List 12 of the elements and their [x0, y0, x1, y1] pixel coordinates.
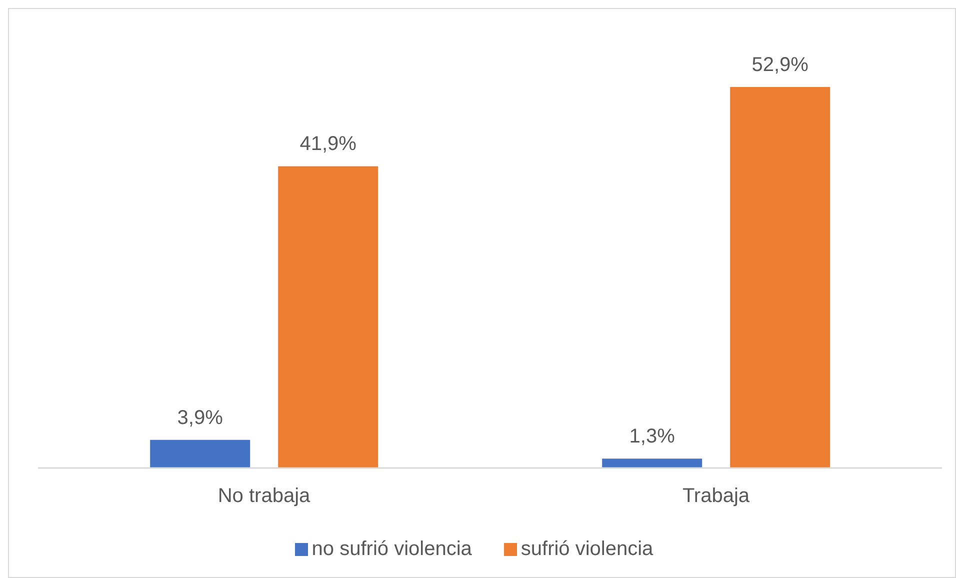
bar: [278, 166, 378, 468]
data-label: 3,9%: [177, 406, 224, 429]
x-tick-label: No trabaja: [218, 485, 312, 508]
legend-label: sufrió violencia: [520, 538, 654, 560]
legend-label: no sufrió violencia: [312, 538, 472, 560]
data-label: 41,9%: [300, 133, 357, 156]
x-tick-label: Trabaja: [682, 485, 750, 508]
bar: [602, 458, 702, 468]
bar: [730, 87, 830, 468]
data-label: 1,3%: [629, 426, 676, 448]
data-label: 52,9%: [752, 54, 809, 76]
bar: [150, 440, 250, 468]
